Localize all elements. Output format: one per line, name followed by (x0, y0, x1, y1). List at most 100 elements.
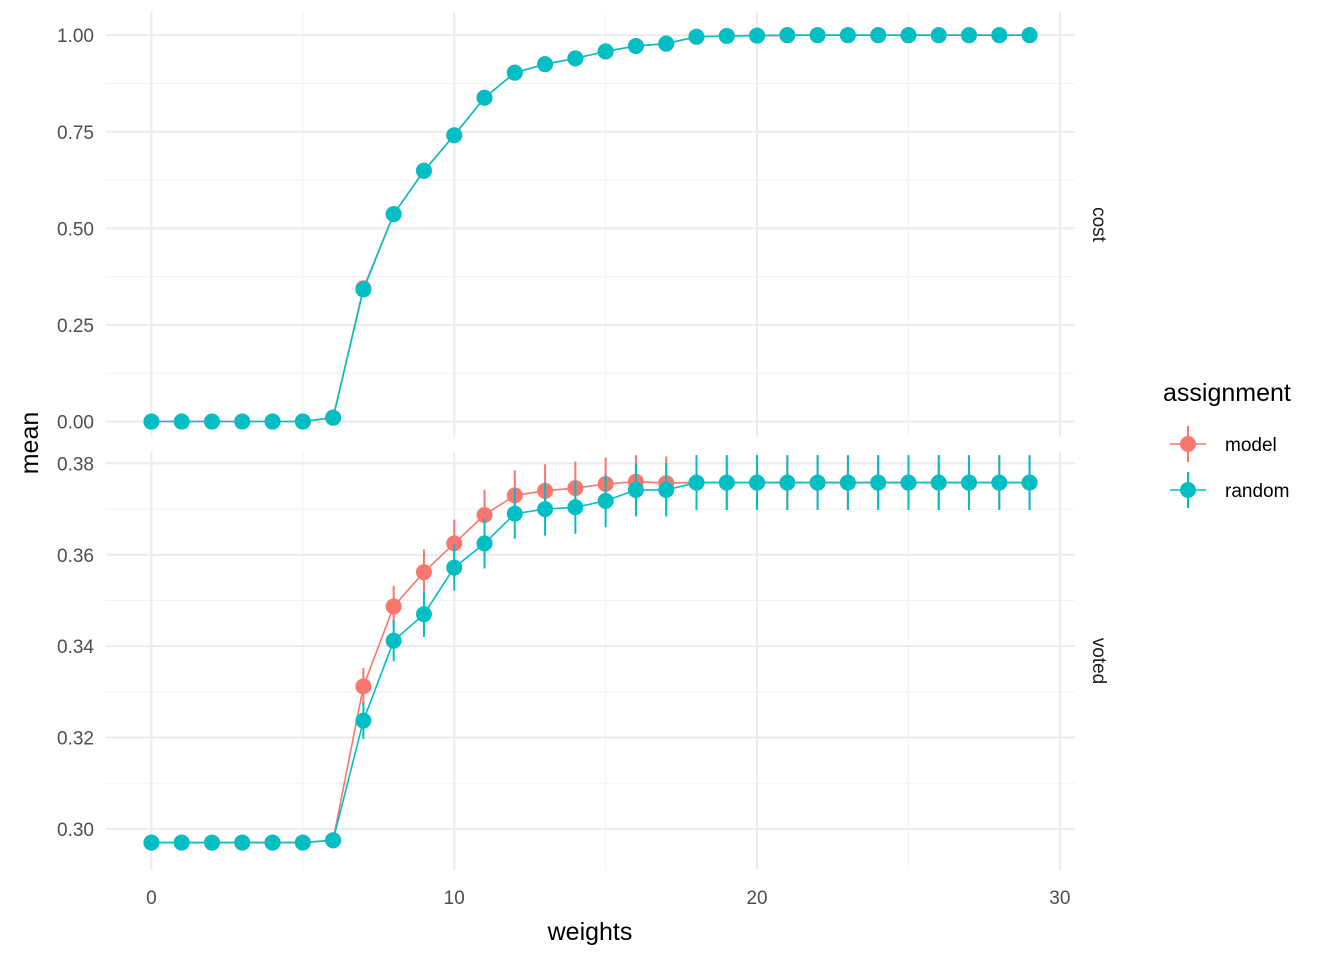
data-point (415, 162, 432, 179)
data-point (446, 535, 463, 552)
legend-entry-model: model (1170, 426, 1277, 462)
series-model (143, 455, 1038, 851)
data-point (961, 27, 978, 44)
strip-label-cost: cost (1088, 207, 1109, 243)
data-point (537, 501, 554, 518)
y-axis-title: mean (16, 412, 44, 475)
data-point (143, 834, 160, 851)
data-point (567, 499, 584, 516)
data-point (839, 474, 856, 491)
data-point (900, 27, 917, 44)
data-point (870, 474, 887, 491)
panels: 0.00 0.25 0.50 0.75 1.00 cost 0.30 0.32 0.34 0.36… (57, 12, 1109, 909)
data-point (658, 35, 675, 52)
y-tick-label: 0.25 (57, 316, 94, 337)
y-tick-label: 0.50 (57, 219, 94, 240)
data-point (385, 598, 402, 615)
series-line (151, 481, 1030, 844)
data-point (385, 206, 402, 223)
data-point (476, 535, 493, 552)
series-line (151, 480, 1030, 844)
data-point (718, 474, 735, 491)
data-point (173, 413, 190, 430)
data-point (264, 834, 281, 851)
data-point (809, 27, 826, 44)
data-point (264, 413, 281, 430)
x-axis-title: weights (547, 918, 633, 946)
data-point (234, 413, 251, 430)
data-point (658, 481, 675, 498)
data-point (961, 474, 978, 491)
data-point (476, 507, 493, 524)
data-point (597, 492, 614, 509)
data-point (294, 834, 311, 851)
data-point (355, 712, 372, 729)
data-point (779, 27, 796, 44)
data-point (506, 505, 523, 522)
data-point (325, 409, 342, 426)
data-point (1021, 27, 1038, 44)
y-tick-label: 0.00 (57, 413, 94, 434)
y-tick-label: 0.32 (57, 729, 94, 750)
series-random (143, 27, 1038, 430)
data-point (627, 38, 644, 54)
y-tick-label: 0.75 (57, 123, 94, 144)
series-random (143, 455, 1038, 851)
data-point (718, 27, 735, 44)
data-point (294, 413, 311, 430)
data-point (355, 678, 372, 695)
legend-title: assignment (1163, 379, 1291, 407)
data-point (688, 474, 705, 491)
data-point (506, 64, 523, 81)
x-tick-label: 20 (746, 888, 767, 909)
data-point (991, 27, 1008, 44)
data-point (839, 27, 856, 44)
data-point (688, 28, 705, 45)
panel-cost: 0.00 0.25 0.50 0.75 1.00 cost (57, 12, 1109, 437)
data-point (355, 281, 372, 298)
data-point (476, 89, 493, 106)
data-point (415, 564, 432, 581)
data-point (173, 834, 190, 851)
data-point (809, 474, 826, 491)
data-point (415, 606, 432, 623)
data-point (930, 27, 947, 44)
data-point (1021, 474, 1038, 491)
data-point (749, 474, 766, 491)
data-point (597, 43, 614, 60)
y-tick-label: 0.38 (57, 454, 94, 475)
x-tick-label: 0 (146, 888, 157, 909)
data-point (446, 559, 463, 576)
data-point (870, 27, 887, 44)
data-point (627, 481, 644, 498)
data-point (749, 27, 766, 44)
y-tick-label: 1.00 (57, 26, 94, 47)
data-point (234, 834, 251, 851)
data-point (991, 474, 1008, 491)
legend-keys: model random (1170, 426, 1289, 508)
legend: assignment model random (1163, 379, 1291, 508)
data-point (203, 413, 220, 430)
y-tick-label: 0.36 (57, 546, 94, 567)
y-tick-label: 0.34 (57, 637, 94, 658)
strip-label-voted: voted (1088, 638, 1109, 684)
legend-label: random (1225, 481, 1289, 502)
panel-voted: 0.30 0.32 0.34 0.36 0.38 voted (57, 452, 1109, 870)
data-point (446, 127, 463, 144)
x-tick-label: 30 (1049, 888, 1070, 909)
data-point (900, 474, 917, 491)
data-point (143, 413, 160, 430)
y-tick-label: 0.30 (57, 820, 94, 841)
data-point (385, 632, 402, 649)
data-point (567, 50, 584, 67)
legend-key-point (1180, 436, 1196, 452)
data-point (203, 834, 220, 851)
data-point (537, 56, 554, 73)
legend-key-point (1180, 482, 1196, 498)
data-point (325, 832, 342, 849)
x-tick-label: 10 (444, 888, 465, 909)
data-point (779, 474, 796, 491)
legend-label: model (1225, 435, 1277, 456)
